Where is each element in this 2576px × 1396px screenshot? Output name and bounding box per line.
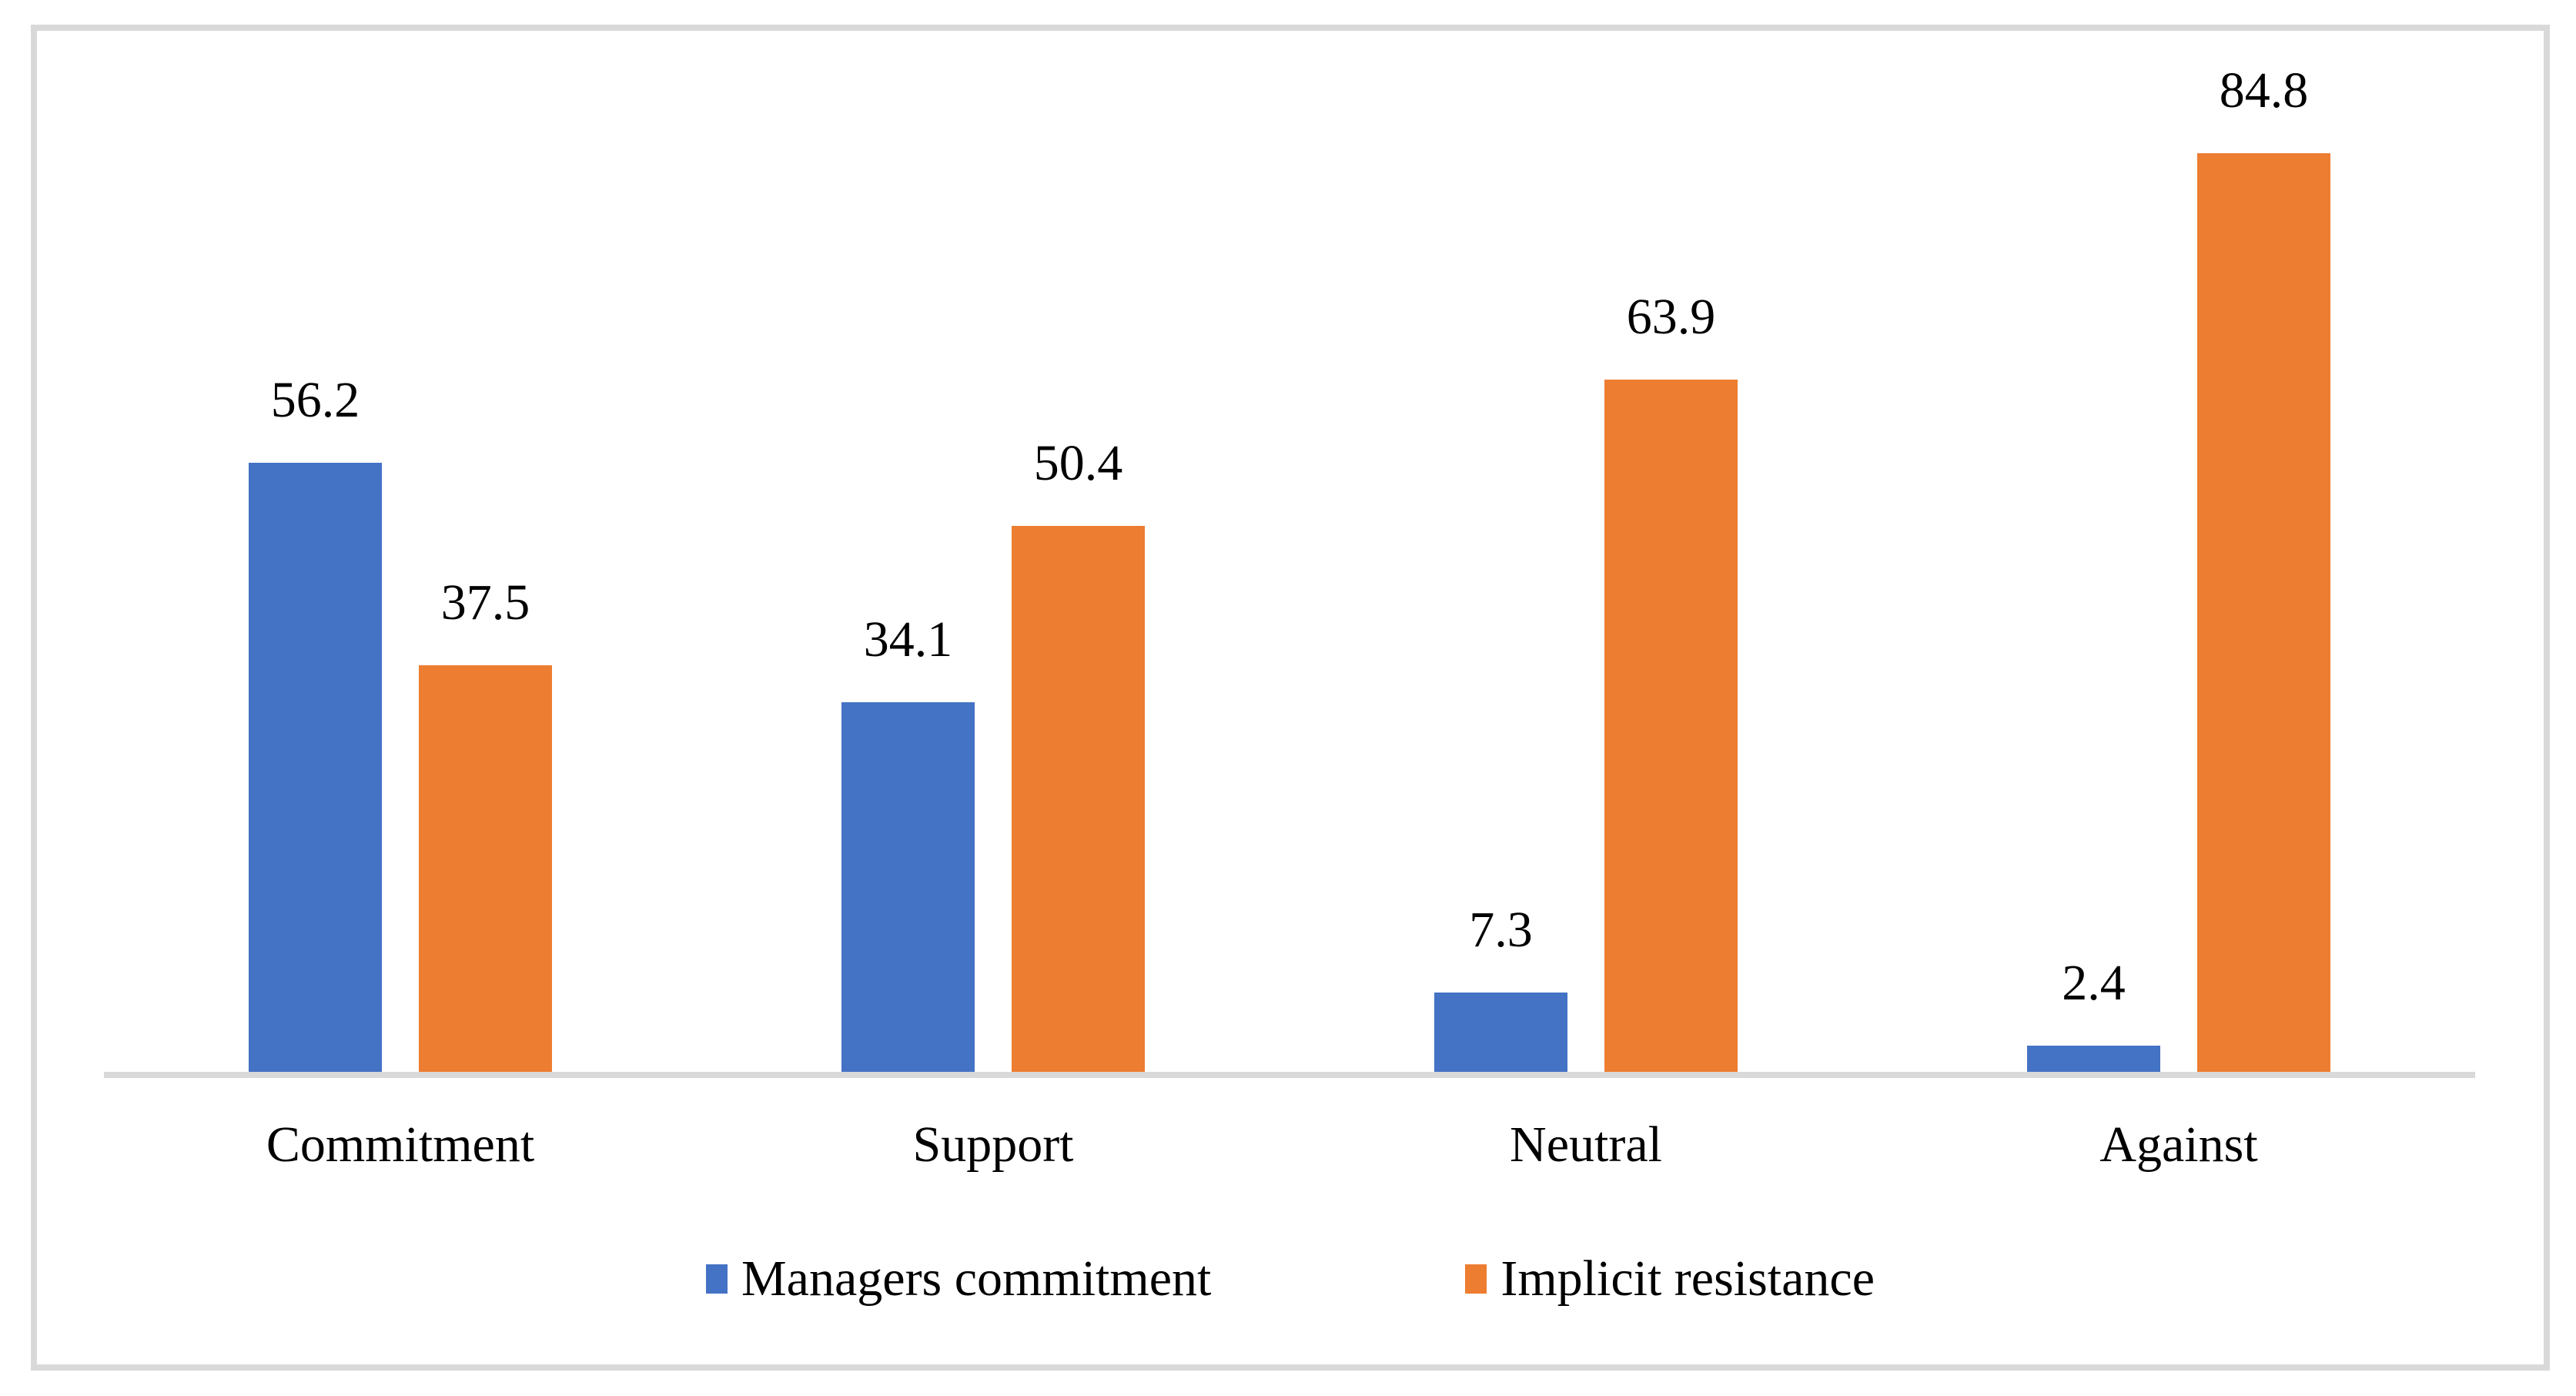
bar-implicit-resistance-support	[1012, 526, 1145, 1072]
legend-swatch-icon	[706, 1264, 728, 1294]
bar-implicit-resistance-against	[2197, 153, 2330, 1072]
data-label-support-series2: 50.4	[1033, 435, 1123, 491]
data-label-support-series1: 34.1	[863, 611, 953, 668]
x-axis-line	[104, 1072, 2475, 1078]
bar-managers-commitment-neutral	[1434, 993, 1567, 1072]
legend-item-implicit-resistance: Implicit resistance	[1465, 1254, 1875, 1304]
category-label-against: Against	[2099, 1116, 2258, 1173]
data-label-neutral-series1: 7.3	[1469, 902, 1533, 958]
chart-legend: Managers commitment Implicit resistance	[37, 1254, 2544, 1304]
legend-label: Implicit resistance	[1500, 1250, 1875, 1307]
bar-implicit-resistance-commitment	[419, 665, 552, 1072]
data-label-neutral-series2: 63.9	[1626, 289, 1716, 345]
data-label-commitment-series2: 37.5	[440, 574, 530, 631]
bar-managers-commitment-support	[841, 702, 975, 1072]
legend-item-managers-commitment: Managers commitment	[706, 1254, 1211, 1304]
data-label-against-series1: 2.4	[2062, 955, 2126, 1011]
bar-managers-commitment-commitment	[249, 463, 382, 1072]
category-label-support: Support	[912, 1116, 1074, 1173]
legend-swatch-icon	[1465, 1264, 1487, 1294]
plot-area: 56.2 37.5 34.1 50.4 7.3 63.9 2.4 84.8 Commitmen…	[37, 31, 2544, 1364]
category-label-commitment: Commitment	[266, 1116, 535, 1173]
data-label-against-series2: 84.8	[2219, 62, 2309, 119]
chart-frame: 56.2 37.5 34.1 50.4 7.3 63.9 2.4 84.8 Commitmen…	[31, 25, 2550, 1371]
data-label-commitment-series1: 56.2	[270, 372, 360, 428]
category-label-neutral: Neutral	[1510, 1116, 1662, 1173]
bar-implicit-resistance-neutral	[1604, 380, 1738, 1072]
legend-label: Managers commitment	[741, 1250, 1212, 1307]
bar-managers-commitment-against	[2027, 1046, 2160, 1072]
